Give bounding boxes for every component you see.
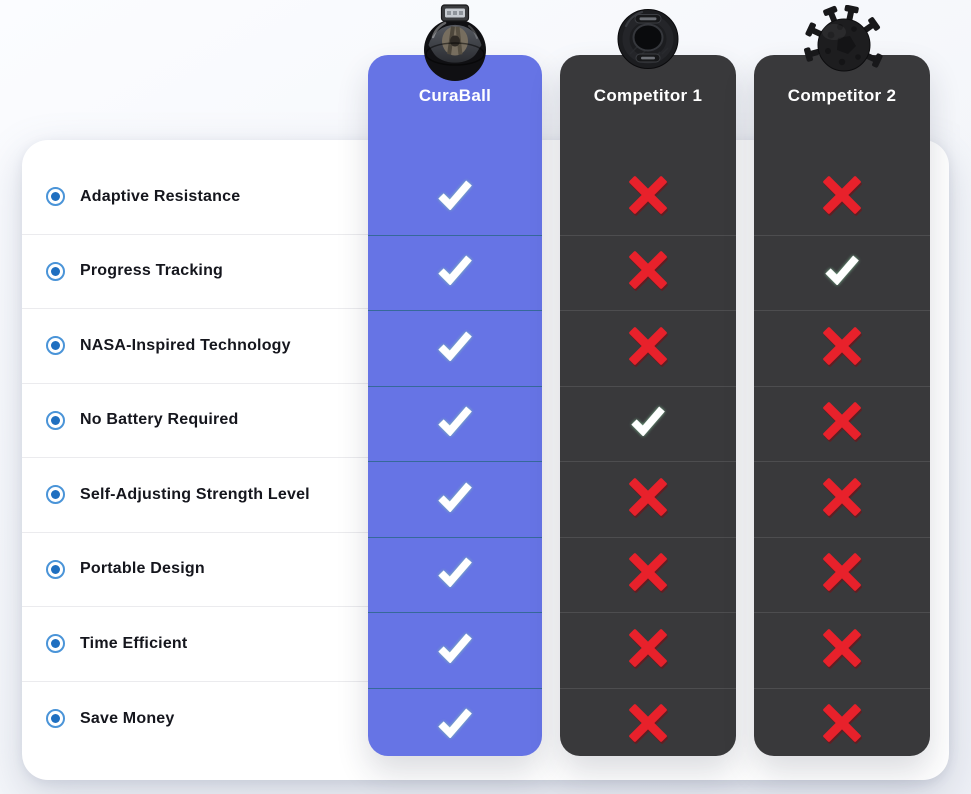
column-competitor-2: Competitor 2: [754, 4, 930, 756]
cross-icon: [822, 703, 862, 748]
check-icon: [437, 633, 473, 668]
cross-icon: [628, 326, 668, 371]
cross-icon: [628, 628, 668, 673]
column-cells: [754, 160, 930, 763]
cell-check: [754, 234, 930, 311]
feature-label: No Battery Required: [80, 411, 239, 429]
cell-cross: [560, 160, 736, 235]
check-icon: [437, 557, 473, 592]
cross-icon: [628, 250, 668, 295]
check-icon: [437, 482, 473, 517]
feature-row-save-money: Save Money: [22, 682, 368, 757]
cell-cross: [754, 687, 930, 764]
feature-label: NASA-Inspired Technology: [80, 336, 291, 354]
feature-label: Time Efficient: [80, 634, 188, 652]
cell-cross: [560, 687, 736, 764]
cell-check: [368, 461, 542, 537]
cell-cross: [560, 234, 736, 311]
check-icon: [824, 255, 860, 290]
cross-icon: [822, 326, 862, 371]
feature-label: Self-Adjusting Strength Level: [80, 485, 310, 503]
column-header: Competitor 2: [754, 4, 930, 160]
radio-bullet-icon: [46, 261, 65, 281]
cell-cross: [754, 310, 930, 386]
cross-icon: [822, 175, 862, 220]
cell-cross: [560, 461, 736, 537]
grip-ring-product-image: [616, 8, 680, 70]
radio-bullet-icon: [46, 485, 65, 505]
cell-check: [368, 536, 542, 613]
radio-bullet-icon: [46, 634, 65, 654]
cell-check: [368, 310, 542, 386]
cross-icon: [822, 628, 862, 673]
column-title: Competitor 1: [593, 86, 703, 105]
radio-bullet-icon: [46, 709, 65, 729]
cell-cross: [754, 536, 930, 613]
radio-bullet-icon: [46, 336, 65, 356]
cross-icon: [822, 477, 862, 522]
check-icon: [437, 255, 473, 290]
check-icon: [437, 406, 473, 441]
cell-check: [368, 687, 542, 764]
cell-cross: [560, 536, 736, 613]
feature-label: Progress Tracking: [80, 262, 224, 280]
check-icon: [437, 708, 473, 743]
check-icon: [630, 406, 666, 441]
column-cells: [368, 160, 542, 763]
cross-icon: [628, 477, 668, 522]
feature-label: Adaptive Resistance: [80, 187, 241, 205]
feature-row-no-battery-required: No Battery Required: [22, 384, 368, 458]
column-title: Competitor 2: [787, 86, 897, 105]
cell-cross: [560, 310, 736, 386]
column-title: CuraBall: [418, 86, 492, 105]
check-icon: [437, 331, 473, 366]
cross-icon: [822, 552, 862, 597]
cell-check: [368, 234, 542, 311]
column-competitor-1: Competitor 1: [560, 9, 736, 756]
column-curaball: CuraBall: [368, 4, 542, 756]
cell-check: [368, 160, 542, 235]
radio-bullet-icon: [46, 559, 65, 579]
cell-cross: [560, 612, 736, 688]
cell-cross: [754, 385, 930, 462]
feature-row-portable-design: Portable Design: [22, 533, 368, 607]
spiky-ball-product-image: [798, 4, 886, 75]
feature-label: Portable Design: [80, 560, 205, 578]
cell-cross: [754, 160, 930, 235]
cross-icon: [628, 552, 668, 597]
cell-cross: [754, 461, 930, 537]
cell-check: [368, 612, 542, 688]
cell-check: [560, 385, 736, 462]
feature-row-self-adjusting-strength-level: Self-Adjusting Strength Level: [22, 458, 368, 533]
check-icon: [437, 180, 473, 215]
feature-label: Save Money: [80, 709, 175, 727]
feature-row-adaptive-resistance: Adaptive Resistance: [22, 160, 368, 235]
cell-check: [368, 385, 542, 462]
column-cells: [560, 160, 736, 763]
radio-bullet-icon: [46, 187, 65, 207]
feature-row-time-efficient: Time Efficient: [22, 607, 368, 682]
radio-bullet-icon: [46, 410, 65, 430]
cross-icon: [628, 175, 668, 220]
cross-icon: [628, 703, 668, 748]
cell-cross: [754, 612, 930, 688]
column-header: CuraBall: [368, 4, 542, 160]
feature-row-progress-tracking: Progress Tracking: [22, 235, 368, 309]
feature-list: Adaptive Resistance Progress Tracking NA…: [22, 160, 368, 756]
feature-row-nasa-inspired-technology: NASA-Inspired Technology: [22, 309, 368, 384]
gyro-ball-product-image: [419, 4, 491, 82]
column-header: Competitor 1: [560, 9, 736, 160]
cross-icon: [822, 401, 862, 446]
